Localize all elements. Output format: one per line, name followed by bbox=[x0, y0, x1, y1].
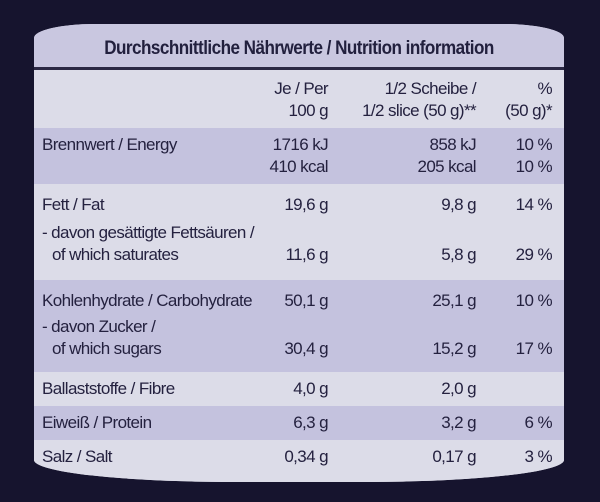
row-label: Kohlenhydrate / Carbohydrate bbox=[42, 291, 253, 310]
value-per100: 4,0 g bbox=[293, 379, 328, 398]
value-per100-kcal: 410 kcal bbox=[269, 157, 328, 176]
table-row: Ballaststoffe / Fibre 4,0 g 2,0 g bbox=[34, 372, 564, 406]
row-label: Fett / Fat bbox=[42, 195, 105, 214]
value-per100: 11,6 g bbox=[285, 245, 329, 264]
value-pct: 14 % bbox=[515, 195, 553, 214]
header-pct-unit: (50 g)* bbox=[505, 101, 552, 120]
value-half: 858 kJ bbox=[429, 135, 477, 154]
row-label: - davon Zucker / bbox=[42, 317, 156, 336]
value-per100: 6,3 g bbox=[293, 413, 328, 432]
value-pct: 3 % bbox=[524, 447, 553, 466]
value-pct: 29 % bbox=[515, 245, 553, 264]
value-pct: 17 % bbox=[515, 339, 553, 358]
table-row: Fett / Fat 19,6 g 9,8 g 14 % - davon ges… bbox=[34, 184, 564, 280]
value-half: 25,1 g bbox=[432, 291, 476, 310]
value-half: 9,8 g bbox=[441, 195, 476, 214]
row-label-en: of which saturates bbox=[52, 245, 179, 264]
value-per100: 0,34 g bbox=[284, 447, 328, 466]
value-half: 0,17 g bbox=[432, 447, 476, 466]
value-pct: 10 % bbox=[515, 291, 553, 310]
row-label: Eiweiß / Protein bbox=[42, 413, 152, 432]
header-per100-unit: 100 g bbox=[288, 101, 328, 120]
table-row: Kohlenhydrate / Carbohydrate 50,1 g 25,1… bbox=[34, 280, 564, 372]
header-row: Je / Per 100 g 1/2 Scheibe / 1/2 slice (… bbox=[34, 70, 564, 128]
header-per100: Je / Per bbox=[274, 79, 328, 98]
table-row: Brennwert / Energy 1716 kJ 410 kcal 858 … bbox=[34, 128, 564, 184]
row-label: Brennwert / Energy bbox=[42, 135, 177, 154]
header-pct: % bbox=[537, 79, 552, 98]
value-half: 5,8 g bbox=[441, 245, 476, 264]
table-row: Eiweiß / Protein 6,3 g 3,2 g 6 % bbox=[34, 406, 564, 440]
title-band: Durchschnittliche Nährwerte / Nutrition … bbox=[34, 24, 564, 70]
row-label: Ballaststoffe / Fibre bbox=[42, 379, 175, 398]
value-half: 3,2 g bbox=[441, 413, 476, 432]
value-per100: 30,4 g bbox=[284, 339, 328, 358]
value-pct-kcal: 10 % bbox=[515, 157, 553, 176]
header-half-unit: 1/2 slice (50 g)** bbox=[362, 101, 477, 120]
value-half-kcal: 205 kcal bbox=[417, 157, 476, 176]
value-per100: 19,6 g bbox=[284, 195, 328, 214]
value-pct: 10 % bbox=[515, 135, 553, 154]
row-label: - davon gesättigte Fettsäuren / bbox=[42, 223, 255, 242]
table-row: Salz / Salt 0,34 g 0,17 g 3 % bbox=[34, 440, 564, 482]
value-half: 2,0 g bbox=[441, 379, 476, 398]
row-label-en: of which sugars bbox=[52, 339, 162, 358]
nutrition-label: Durchschnittliche Nährwerte / Nutrition … bbox=[34, 24, 564, 482]
value-half: 15,2 g bbox=[432, 339, 476, 358]
value-per100: 50,1 g bbox=[284, 291, 328, 310]
row-label: Salz / Salt bbox=[42, 447, 113, 466]
label-title: Durchschnittliche Nährwerte / Nutrition … bbox=[104, 38, 494, 59]
header-half: 1/2 Scheibe / bbox=[384, 79, 477, 98]
value-per100: 1716 kJ bbox=[272, 135, 329, 154]
value-pct: 6 % bbox=[524, 413, 553, 432]
